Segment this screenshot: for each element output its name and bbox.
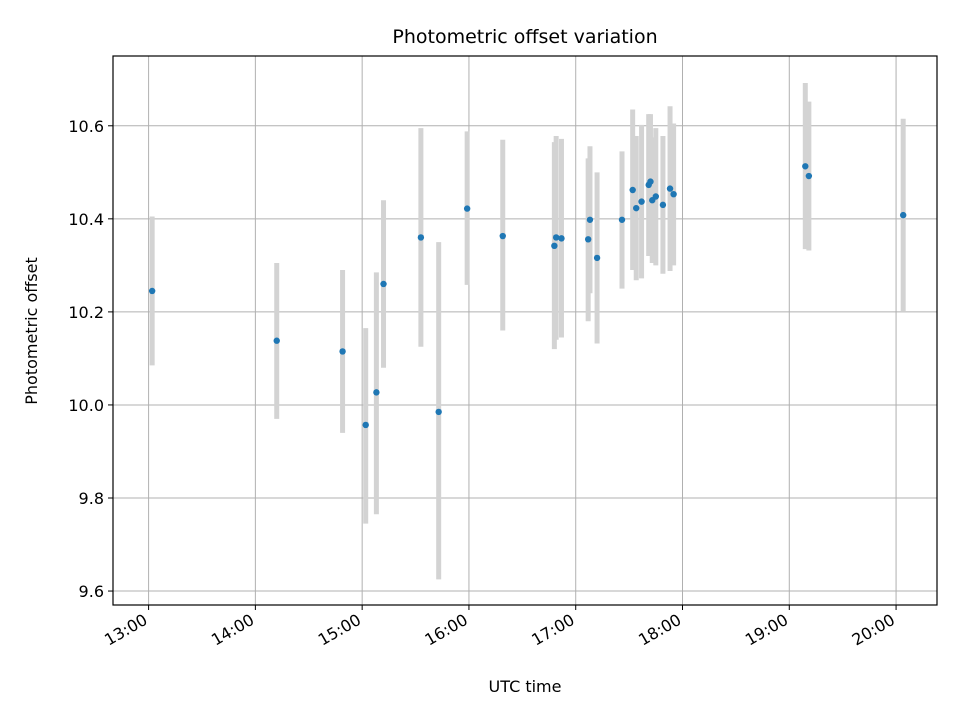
plot-frame [112,55,938,606]
y-tick-label: 9.8 [79,489,104,508]
data-point [148,287,156,295]
data-point [552,234,560,241]
data-point [584,236,592,243]
data-point [551,242,558,250]
data-point [629,186,636,194]
y-tick-label: 9.6 [79,582,104,601]
x-axis-label: UTC time [489,677,562,696]
data-point [670,190,677,198]
data-point [380,280,387,288]
data-point [652,193,660,200]
data-point [417,234,425,241]
y-tick-label: 10.0 [68,396,104,415]
data-point [586,216,594,223]
data-point [362,421,369,429]
data-point [558,235,565,242]
y-tick-label: 10.4 [68,210,104,229]
y-tick-label: 10.2 [68,303,104,322]
data-point [618,216,626,223]
data-point [659,201,667,209]
y-axis-label: Photometric offset [22,257,41,405]
data-point [463,205,471,212]
data-point [633,204,640,212]
data-point [638,198,645,205]
chart-title: Photometric offset variation [392,26,657,48]
data-point [593,254,601,262]
data-point [666,185,674,192]
data-point [899,211,907,219]
data-point [339,348,346,355]
y-tick-label: 10.6 [68,117,104,136]
grid-layer [113,56,937,605]
data-point [435,408,442,416]
data-point [499,232,506,240]
data-point [802,163,809,170]
data-point [647,178,654,185]
point-layer [148,163,907,429]
data-point [805,172,813,180]
data-point [373,389,380,396]
data-point [273,337,280,344]
